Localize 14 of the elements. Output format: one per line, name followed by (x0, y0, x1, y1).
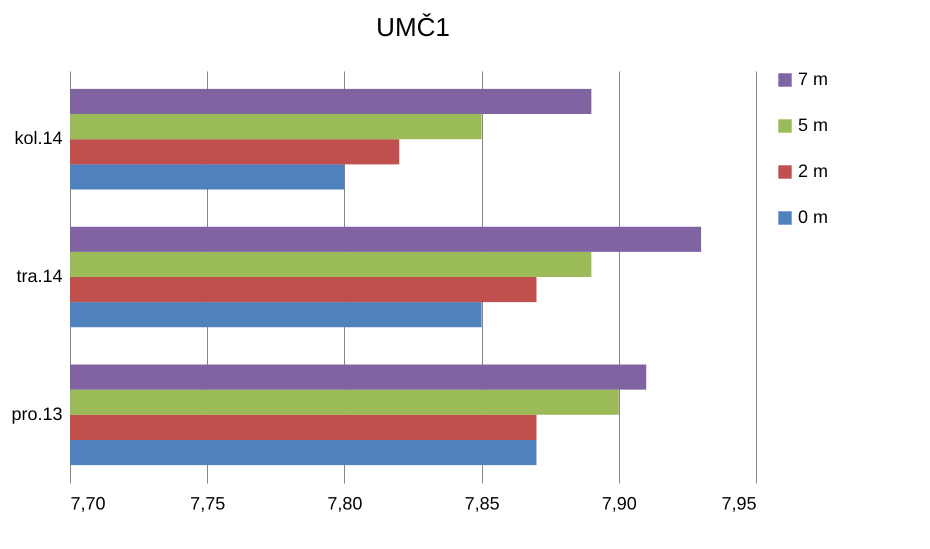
x-tick-label: 7,70 (70, 494, 106, 514)
legend-label: 5 m (798, 115, 828, 135)
x-tick-label: 7,85 (464, 494, 500, 514)
x-tick-label: 7,90 (602, 494, 637, 514)
x-tick-label: 7,75 (190, 494, 226, 514)
legend-label: 7 m (798, 69, 828, 89)
x-tick-label: 7,95 (721, 494, 756, 514)
legend-label: 2 m (798, 161, 828, 181)
y-tick-label: kol.14 (14, 128, 62, 148)
chart-title: UMČ1 (376, 12, 450, 42)
legend-label: 0 m (798, 207, 828, 227)
x-tick-label: 7,80 (327, 494, 362, 514)
y-tick-label: pro.13 (11, 404, 62, 424)
y-tick-label: tra.14 (16, 266, 62, 286)
